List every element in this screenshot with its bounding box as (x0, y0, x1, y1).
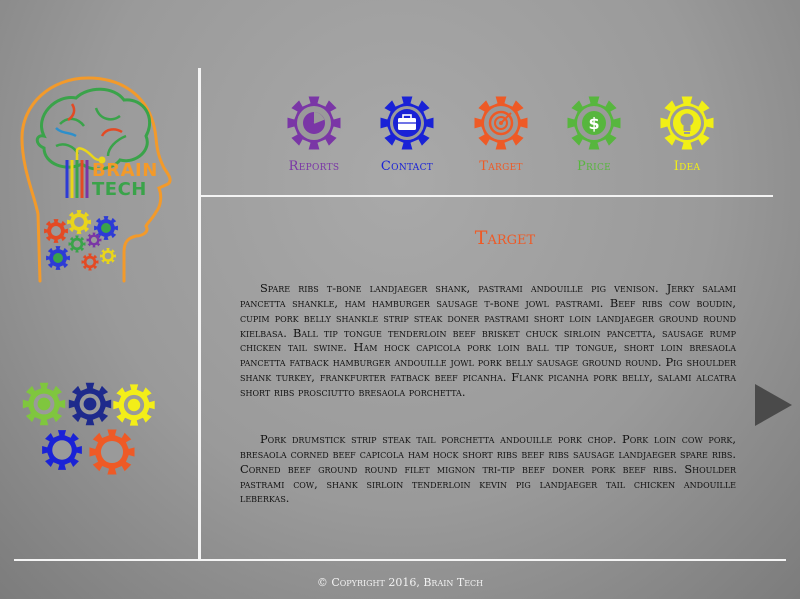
brand-logo[interactable]: BRAIN TECH (16, 76, 181, 286)
nav-label-price: Price (576, 159, 612, 174)
content-paragraph-2: Pork drumstick strip steak tail porchett… (240, 432, 736, 506)
brand-name-line2: TECH (92, 179, 147, 200)
nav-label-idea: Idea (673, 159, 701, 174)
next-button[interactable] (752, 382, 796, 428)
brand-name-line1: BRAIN (92, 160, 158, 181)
nav-contact[interactable]: Contact (367, 93, 447, 174)
nav-label-contact: Contact (380, 159, 434, 174)
decorative-gears (18, 380, 160, 480)
content-paragraph-1: Spare ribs t-bone landjaeger shank, past… (240, 281, 736, 399)
nav-label-target: Target (479, 159, 523, 174)
lightbulb-icon (660, 96, 714, 150)
play-arrow-icon (755, 384, 792, 426)
dollar-icon: $ (567, 96, 621, 150)
target-icon (474, 96, 528, 150)
nav-idea[interactable]: Idea (647, 93, 727, 174)
pie-chart-icon (287, 96, 341, 150)
footer-copyright: © Copyright 2016, Brain Tech (316, 576, 484, 589)
briefcase-icon (380, 96, 434, 150)
divider-header (201, 195, 773, 197)
divider-footer (14, 559, 786, 561)
svg-text:$: $ (588, 114, 599, 133)
page-title: Target (474, 227, 536, 249)
nav-label-reports: Reports (288, 159, 340, 174)
nav-reports[interactable]: Reports (274, 93, 354, 174)
nav-price[interactable]: $ Price (554, 93, 634, 174)
nav-target[interactable]: Target (461, 93, 541, 174)
divider-vertical (198, 68, 201, 560)
